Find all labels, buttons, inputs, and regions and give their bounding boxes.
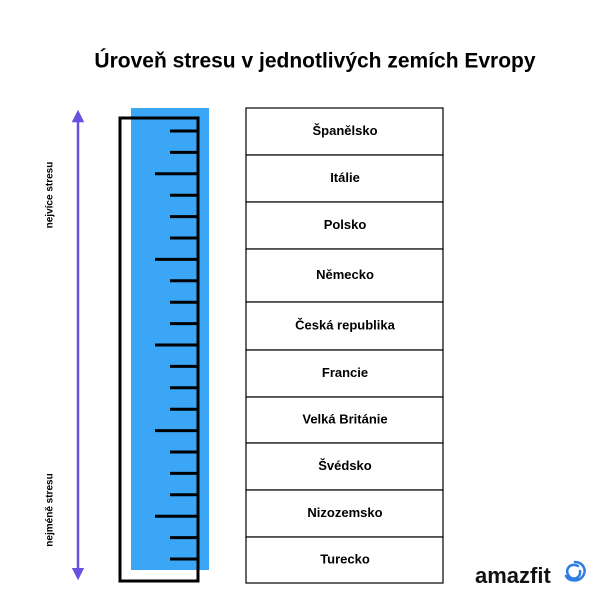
country-cell — [245, 536, 444, 584]
country-cell — [245, 489, 444, 538]
ruler-ticks — [155, 129, 198, 561]
country-name: Španělsko — [312, 123, 377, 138]
country-cell — [245, 349, 444, 398]
country-name: Německo — [316, 267, 374, 282]
bottom-label: nejméně stresu — [45, 473, 56, 546]
country-name: Nizozemsko — [307, 505, 382, 520]
country-name: Turecko — [320, 551, 370, 566]
country-cell — [245, 442, 444, 491]
country-cell — [245, 396, 444, 444]
country-name: Švédsko — [318, 458, 372, 473]
country-cell — [245, 248, 444, 303]
ruler-fill — [131, 108, 209, 570]
country-name: Česká republika — [295, 317, 395, 332]
top-label: nejvíce stresu — [45, 162, 56, 229]
brand-icon — [564, 560, 586, 582]
country-name: Francie — [322, 365, 368, 380]
country-cell — [245, 301, 444, 351]
country-name: Itálie — [330, 170, 360, 185]
country-cell — [245, 154, 444, 203]
country-table: Španělsko Itálie Polsko Německo Česká republ… — [245, 107, 444, 584]
country-name: Polsko — [324, 217, 367, 232]
country-name: Velká Británie — [302, 411, 387, 426]
country-cell — [245, 201, 444, 250]
title: Úroveň stresu v jednotlivých zemích Evro… — [94, 49, 535, 73]
brand-logo: amazfit — [475, 563, 551, 588]
ruler-outline — [118, 116, 200, 583]
